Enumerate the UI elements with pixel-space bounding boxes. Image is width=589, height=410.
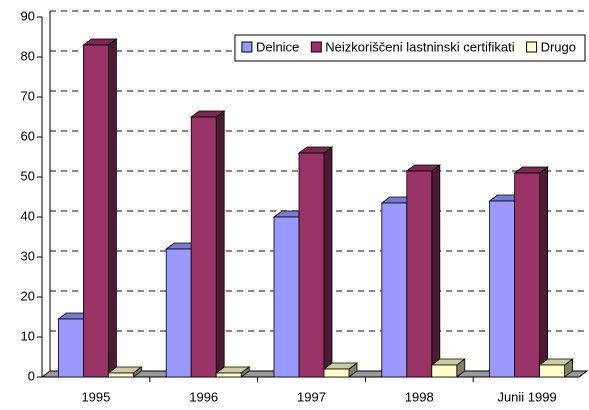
bar [489,200,516,378]
legend-label: Neizkoriščeni lastninski certifikati [325,39,514,54]
bar [190,116,217,378]
bar [215,372,242,378]
bar-side [323,146,333,378]
y-tick-label: 20 [21,288,35,303]
x-tick-label: Junii 1999 [497,389,556,404]
x-tick-label: 1997 [297,389,326,404]
bar-side [215,110,225,378]
bar [273,216,300,378]
y-tick-label: 0 [28,368,35,383]
x-tick-label: 1995 [81,389,110,404]
x-tick-label: 1998 [405,389,434,404]
bar [108,372,134,378]
y-tick-label: 70 [21,88,35,103]
y-tick-label: 30 [21,248,35,263]
bar [539,364,565,378]
bar [165,248,192,378]
bar [406,170,433,378]
legend-label: Drugo [541,39,576,54]
y-tick-label: 10 [21,328,35,343]
bar [381,202,408,378]
bar [514,172,540,378]
bar [323,368,350,378]
bar [431,364,458,378]
legend-swatch [310,41,322,53]
y-tick-label: 80 [21,48,35,63]
bar [83,44,109,378]
y-tick-label: 40 [21,208,35,223]
y-tick-label: 90 [21,8,35,23]
bar-side [431,164,441,378]
bar-side [539,166,548,378]
legend-swatch [241,41,253,53]
bar [58,318,84,378]
y-tick-label: 50 [21,168,35,183]
bar-side [108,38,117,378]
legend-label: Delnice [256,39,299,54]
x-tick-label: 1996 [189,389,218,404]
y-tick-label: 60 [21,128,35,143]
legend-swatch [526,41,538,53]
bar [298,152,325,378]
